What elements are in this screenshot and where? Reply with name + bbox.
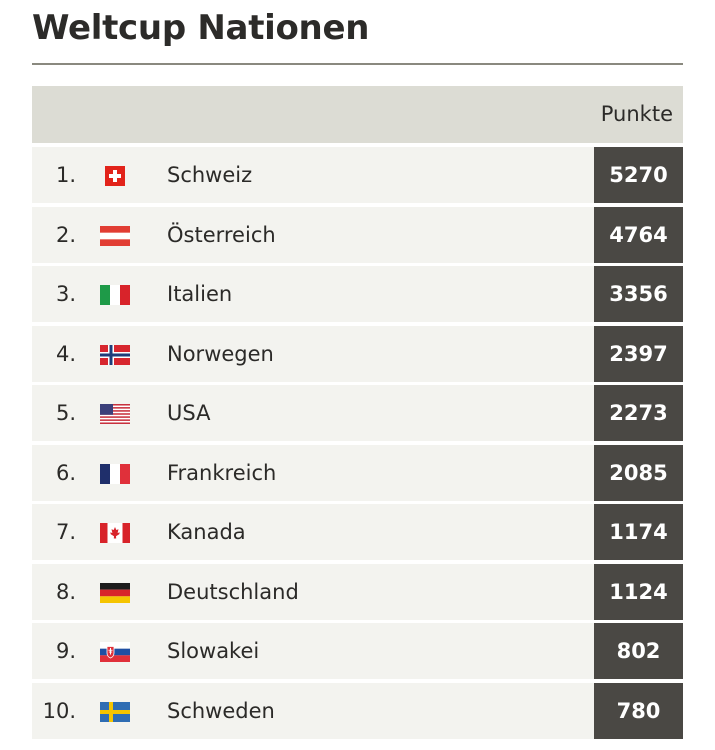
switzerland-flag-icon <box>100 166 130 186</box>
country-name: Slowakei <box>167 639 260 663</box>
sweden-flag-icon <box>100 701 130 722</box>
table-row: 8. Deutschland 1124 <box>32 563 683 620</box>
slovakia-flag-icon <box>100 642 130 662</box>
rank: 3. <box>55 282 76 306</box>
country-name: Norwegen <box>167 341 274 366</box>
table-row: 4. Norwegen 2397 <box>32 325 683 382</box>
table-row: 5. USA 2273 <box>32 385 683 441</box>
nations-standings-table: Punkte 1. Schweiz 5270 2. Österreich 476… <box>32 86 683 742</box>
table-row: 6. Frankreich 2085 <box>32 444 683 501</box>
rank: 2. <box>55 222 76 247</box>
points-value: 2273 <box>594 385 683 441</box>
points-column-header: Punkte <box>600 102 673 126</box>
points-value: 802 <box>594 623 683 679</box>
points-value: 780 <box>594 682 683 739</box>
country-name: Frankreich <box>167 460 277 485</box>
germany-flag-icon <box>100 582 130 603</box>
country-name: Schweden <box>167 698 275 723</box>
table-row: 2. Österreich 4764 <box>32 206 683 263</box>
rank: 6. <box>55 460 76 485</box>
rank: 9. <box>55 639 76 663</box>
points-value: 1124 <box>594 563 683 620</box>
italy-flag-icon <box>100 285 130 305</box>
rank: 1. <box>55 163 76 187</box>
points-value: 5270 <box>594 147 683 203</box>
points-value: 3356 <box>594 266 683 322</box>
norway-flag-icon <box>100 344 130 365</box>
rank: 7. <box>55 520 76 544</box>
table-row: 3. Italien 3356 <box>32 266 683 322</box>
table-row: 10. Schweden 780 <box>32 682 683 739</box>
table-row: 7. Kanada 1174 <box>32 504 683 560</box>
country-name: Kanada <box>167 520 246 544</box>
usa-flag-icon <box>100 404 130 424</box>
table-row: 9. Slowakei 802 <box>32 623 683 679</box>
title-divider <box>32 63 683 65</box>
country-name: Österreich <box>167 222 276 247</box>
points-value: 4764 <box>594 206 683 263</box>
points-value: 2397 <box>594 325 683 382</box>
rank: 8. <box>55 579 76 604</box>
table-row: 1. Schweiz 5270 <box>32 147 683 203</box>
france-flag-icon <box>100 463 130 484</box>
rank: 4. <box>55 341 76 366</box>
austria-flag-icon <box>100 225 130 246</box>
points-value: 1174 <box>594 504 683 560</box>
canada-flag-icon <box>100 523 130 543</box>
rank: 10. <box>42 698 76 723</box>
country-name: Deutschland <box>167 579 299 604</box>
page-title: Weltcup Nationen <box>32 8 370 48</box>
country-name: Schweiz <box>167 163 253 187</box>
table-body: 1. Schweiz 5270 2. Österreich 4764 3. It… <box>32 147 683 739</box>
table-header: Punkte <box>32 86 683 143</box>
country-name: Italien <box>167 282 233 306</box>
rank: 5. <box>55 401 76 425</box>
points-value: 2085 <box>594 444 683 501</box>
country-name: USA <box>167 401 211 425</box>
